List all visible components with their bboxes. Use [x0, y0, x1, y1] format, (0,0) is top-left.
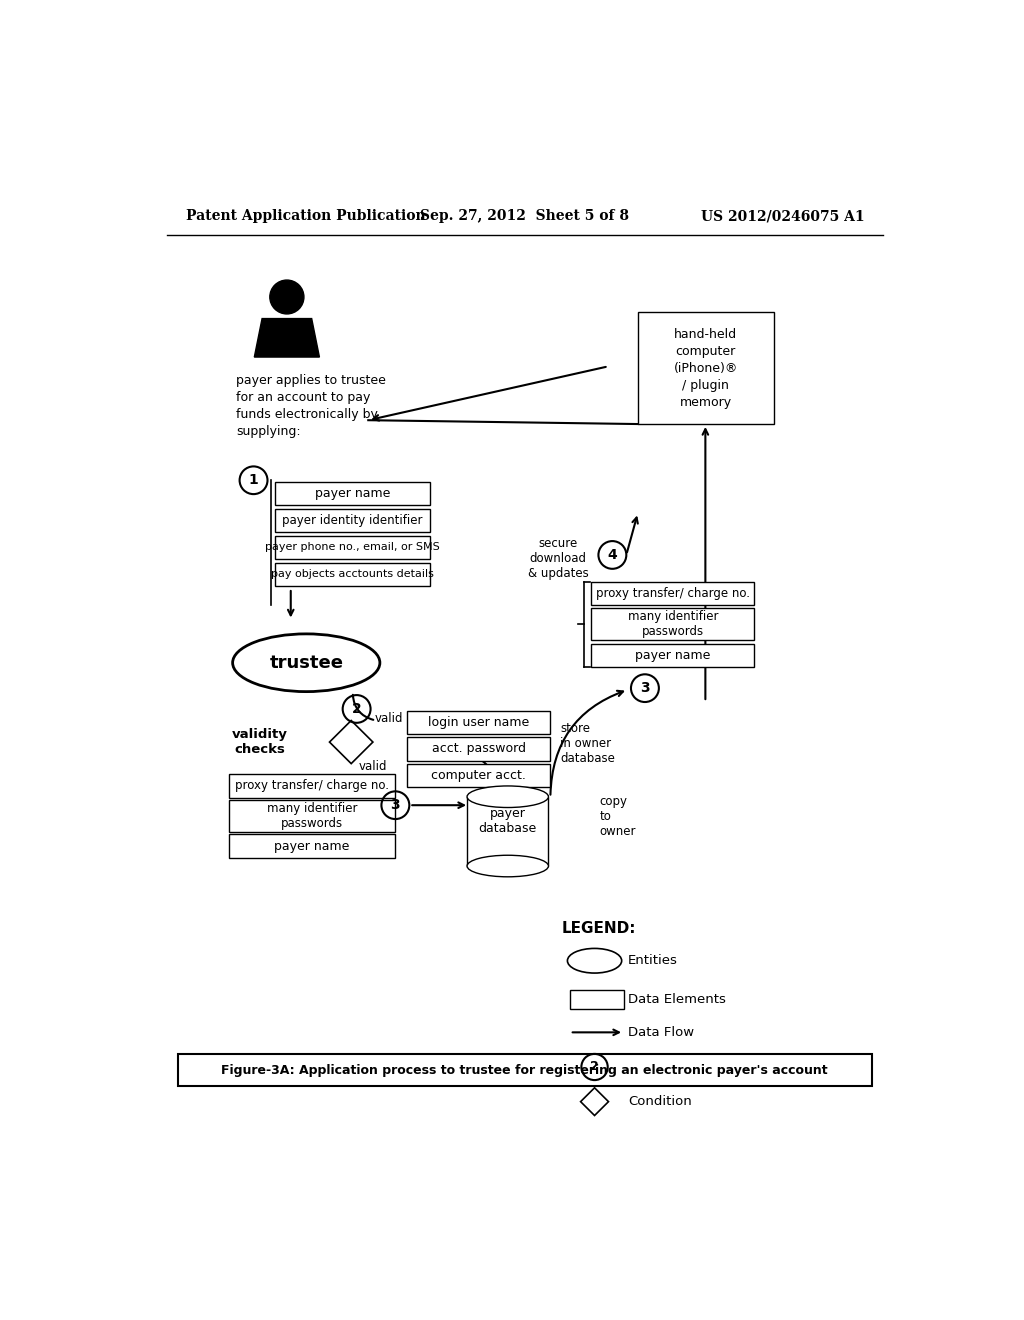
Text: computer acct.: computer acct. — [431, 768, 526, 781]
Bar — [407, 763, 550, 787]
Bar — [228, 775, 395, 797]
Text: Data Elements: Data Elements — [628, 993, 726, 1006]
Text: 4: 4 — [607, 548, 617, 562]
Text: payer name: payer name — [635, 648, 711, 661]
Bar — [178, 1053, 872, 1086]
Text: validity
checks: validity checks — [231, 729, 288, 756]
Text: payer phone no., email, or SMS: payer phone no., email, or SMS — [265, 543, 440, 552]
Text: LEGEND:: LEGEND: — [562, 921, 637, 936]
Text: payer identity identifier: payer identity identifier — [283, 513, 423, 527]
Bar — [228, 800, 395, 832]
Text: Entities: Entities — [628, 954, 678, 968]
Bar — [592, 644, 755, 667]
Text: many identifier
passwords: many identifier passwords — [628, 610, 718, 639]
Bar — [275, 562, 430, 586]
Text: 2: 2 — [590, 1060, 599, 1073]
Text: copy
to
owner: copy to owner — [599, 795, 636, 838]
Text: payer
database: payer database — [478, 807, 537, 834]
Text: login user name: login user name — [428, 717, 529, 730]
Text: many identifier
passwords: many identifier passwords — [267, 803, 357, 830]
Text: Sep. 27, 2012  Sheet 5 of 8: Sep. 27, 2012 Sheet 5 of 8 — [420, 209, 630, 223]
Text: Figure-3A: Application process to trustee for registering an electronic payer's : Figure-3A: Application process to truste… — [221, 1064, 828, 1077]
Text: valid: valid — [359, 760, 387, 774]
Text: Data Flow: Data Flow — [628, 1026, 694, 1039]
Bar — [592, 609, 755, 640]
Bar — [569, 990, 624, 1010]
Bar — [228, 834, 395, 858]
Text: Event Label: Event Label — [628, 1060, 707, 1073]
Bar — [407, 738, 550, 760]
Text: payer name: payer name — [274, 840, 350, 853]
Text: Condition: Condition — [628, 1096, 691, 1109]
Text: proxy transfer/ charge no.: proxy transfer/ charge no. — [596, 587, 750, 601]
Text: acct. password: acct. password — [432, 742, 525, 755]
Text: 1: 1 — [249, 474, 258, 487]
Ellipse shape — [467, 855, 549, 876]
Text: hand-held
computer
(iPhone)®
/ plugin
memory: hand-held computer (iPhone)® / plugin me… — [674, 327, 738, 409]
Ellipse shape — [467, 785, 549, 808]
Text: proxy transfer/ charge no.: proxy transfer/ charge no. — [236, 779, 389, 792]
Bar — [275, 508, 430, 532]
Text: 3: 3 — [640, 681, 650, 696]
Text: payer applies to trustee
for an account to pay
funds electronically by
supplying: payer applies to trustee for an account … — [237, 374, 386, 438]
Text: trustee: trustee — [269, 653, 343, 672]
Text: pay objects acctounts details: pay objects acctounts details — [271, 569, 434, 579]
Text: secure
download
& updates: secure download & updates — [527, 537, 589, 581]
Circle shape — [270, 280, 304, 314]
Text: Patent Application Publication: Patent Application Publication — [186, 209, 426, 223]
Text: payer name: payer name — [315, 487, 390, 500]
Text: valid: valid — [375, 713, 403, 726]
Text: US 2012/0246075 A1: US 2012/0246075 A1 — [700, 209, 864, 223]
Text: 2: 2 — [352, 702, 361, 715]
Polygon shape — [254, 318, 319, 358]
Bar — [467, 797, 549, 866]
Bar — [275, 482, 430, 506]
Bar — [275, 536, 430, 558]
Text: 3: 3 — [390, 799, 400, 812]
Text: store
in owner
database: store in owner database — [560, 722, 615, 766]
Bar — [407, 711, 550, 734]
Bar — [638, 313, 773, 424]
Bar — [592, 582, 755, 605]
